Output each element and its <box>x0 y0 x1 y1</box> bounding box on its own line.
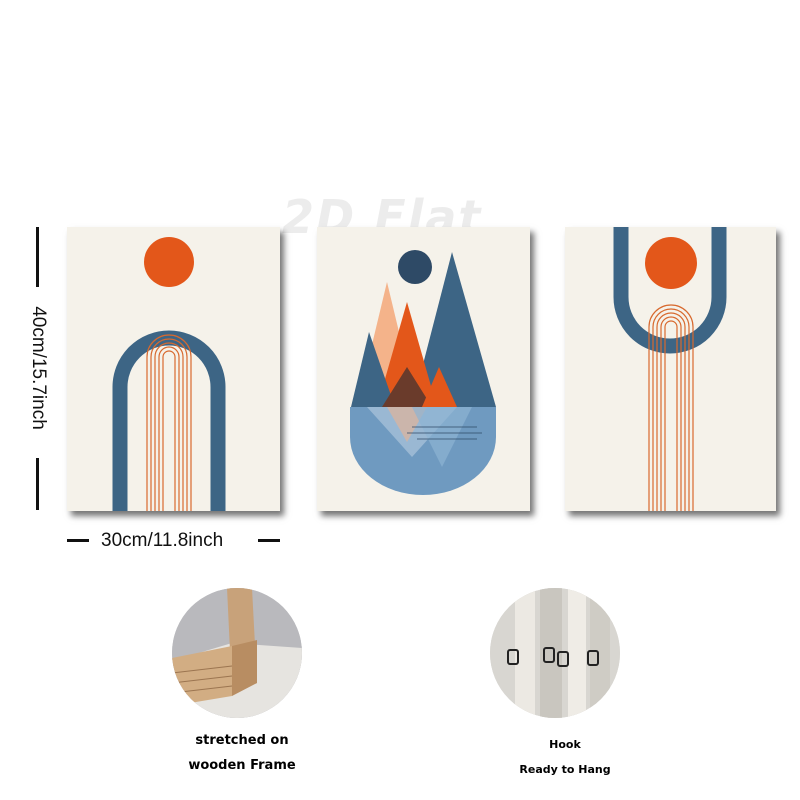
water-ripples <box>407 426 482 440</box>
width-label: 30cm/11.8inch <box>101 530 224 551</box>
wooden-frame-photo <box>172 588 302 718</box>
hook-photo <box>490 588 620 718</box>
hook-caption-line2: Ready to Hang <box>519 763 611 776</box>
canvas-middle-artwork <box>317 227 530 511</box>
width-dimension-line-left <box>67 539 89 542</box>
hook-icon <box>557 651 569 667</box>
hook-icon <box>507 649 519 665</box>
frame-caption-line2: wooden Frame <box>188 758 296 773</box>
tall-blue-mountain <box>412 252 496 407</box>
canvas-right-artwork <box>565 227 776 511</box>
frame-caption-line1: stretched on <box>195 733 289 748</box>
orange-mountain <box>377 302 437 407</box>
canvas-left-artwork <box>67 227 280 511</box>
u-sun-artwork <box>613 227 727 511</box>
width-dimension-line-right <box>258 539 280 542</box>
height-dimension-line-bottom <box>36 458 39 510</box>
hook-icon <box>587 650 599 666</box>
arch-sun-artwork <box>112 237 226 511</box>
mountain-artwork <box>350 250 496 495</box>
hook-caption-line1: Hook <box>549 738 581 751</box>
brown-mountain <box>382 367 432 407</box>
orange-sun <box>144 237 194 287</box>
height-dimension-line-top <box>36 227 39 287</box>
rainbow-lines <box>648 304 694 511</box>
blue-arch <box>112 330 226 511</box>
navy-moon <box>398 250 432 284</box>
orange-sun <box>645 237 697 289</box>
blue-u-arch <box>613 227 727 354</box>
rainbow-lines <box>146 334 192 511</box>
height-label: 40cm/15.7inch <box>28 306 49 430</box>
hook-icon <box>543 647 555 663</box>
